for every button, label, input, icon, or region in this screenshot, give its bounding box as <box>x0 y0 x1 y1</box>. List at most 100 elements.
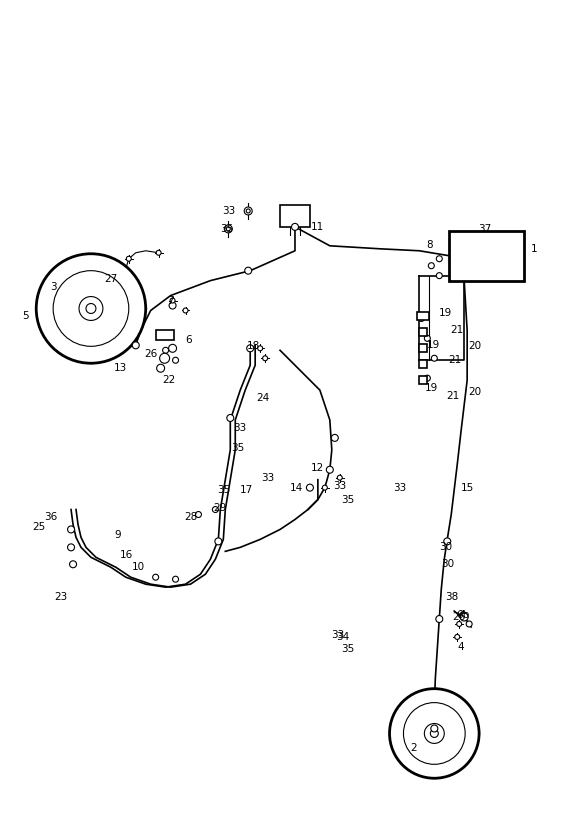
Text: 6b: 6b <box>456 610 470 620</box>
Circle shape <box>431 355 437 361</box>
Circle shape <box>419 316 424 321</box>
Text: 25: 25 <box>33 522 46 532</box>
Text: 35: 35 <box>220 224 233 234</box>
Circle shape <box>461 611 466 616</box>
FancyBboxPatch shape <box>419 344 427 353</box>
Circle shape <box>247 344 254 352</box>
Circle shape <box>53 270 129 346</box>
Circle shape <box>79 297 103 321</box>
Text: 2: 2 <box>410 743 417 753</box>
Circle shape <box>173 576 178 583</box>
Circle shape <box>424 375 430 382</box>
Circle shape <box>429 263 434 269</box>
Text: 35: 35 <box>341 644 354 654</box>
Circle shape <box>226 227 230 231</box>
Text: 22: 22 <box>162 375 175 385</box>
Circle shape <box>436 255 442 262</box>
Text: 7: 7 <box>167 296 174 306</box>
Circle shape <box>244 207 252 215</box>
Text: 18: 18 <box>247 341 260 351</box>
Circle shape <box>212 507 219 513</box>
Text: 33: 33 <box>234 423 247 433</box>
Circle shape <box>227 414 234 421</box>
Circle shape <box>195 512 202 517</box>
Circle shape <box>173 358 178 363</box>
Circle shape <box>424 335 430 341</box>
Text: 1: 1 <box>531 244 537 254</box>
Circle shape <box>258 346 262 351</box>
Text: 33: 33 <box>333 480 346 490</box>
Circle shape <box>168 344 177 353</box>
Circle shape <box>68 544 75 550</box>
Text: 21: 21 <box>447 391 460 401</box>
Circle shape <box>132 342 139 349</box>
Text: 33: 33 <box>331 630 345 640</box>
Text: 29: 29 <box>214 503 227 513</box>
Circle shape <box>183 308 188 313</box>
Text: 33: 33 <box>262 473 275 483</box>
Circle shape <box>224 225 232 233</box>
Text: 3: 3 <box>50 282 57 292</box>
Circle shape <box>431 725 438 732</box>
Text: 11: 11 <box>311 222 325 232</box>
Circle shape <box>68 526 75 533</box>
Text: 13: 13 <box>114 363 128 373</box>
Circle shape <box>466 621 472 627</box>
Text: 15: 15 <box>461 483 474 493</box>
Circle shape <box>36 254 146 363</box>
Circle shape <box>157 364 164 372</box>
Text: 20: 20 <box>469 387 482 397</box>
Text: 30: 30 <box>441 559 454 569</box>
Circle shape <box>156 250 161 255</box>
Text: 19: 19 <box>438 308 452 318</box>
Text: 27: 27 <box>104 274 118 283</box>
Circle shape <box>127 256 131 261</box>
FancyBboxPatch shape <box>156 330 174 340</box>
Circle shape <box>338 475 342 480</box>
Circle shape <box>292 223 298 231</box>
FancyBboxPatch shape <box>419 377 427 384</box>
Text: 14: 14 <box>289 483 303 493</box>
Text: 5: 5 <box>22 311 29 321</box>
Circle shape <box>460 613 468 621</box>
Circle shape <box>170 298 175 303</box>
Circle shape <box>163 347 168 353</box>
Circle shape <box>455 634 459 639</box>
Text: 12: 12 <box>311 463 325 473</box>
Circle shape <box>331 434 338 442</box>
Circle shape <box>326 466 333 473</box>
Text: 26: 26 <box>452 612 466 622</box>
Text: 20: 20 <box>469 341 482 351</box>
FancyBboxPatch shape <box>280 205 310 227</box>
Text: 38: 38 <box>445 592 459 602</box>
Circle shape <box>262 356 268 361</box>
Text: 35: 35 <box>217 485 230 494</box>
FancyBboxPatch shape <box>419 329 427 336</box>
Text: 33: 33 <box>393 483 406 493</box>
Text: 4: 4 <box>458 642 465 652</box>
Circle shape <box>215 538 222 545</box>
Text: 35: 35 <box>231 442 245 453</box>
Circle shape <box>444 538 451 545</box>
FancyBboxPatch shape <box>417 312 429 321</box>
Text: 21: 21 <box>448 355 462 365</box>
Circle shape <box>153 574 159 580</box>
Circle shape <box>389 689 479 778</box>
Text: 21: 21 <box>451 325 464 335</box>
Text: 16: 16 <box>120 550 134 560</box>
Text: 36: 36 <box>44 513 58 522</box>
Text: 10: 10 <box>132 562 145 572</box>
Text: 9: 9 <box>114 531 121 541</box>
Text: 37: 37 <box>479 224 491 234</box>
Circle shape <box>246 209 250 213</box>
Text: 34: 34 <box>336 632 349 642</box>
Text: 24: 24 <box>257 393 270 403</box>
Text: 19: 19 <box>427 340 440 350</box>
Circle shape <box>169 302 176 309</box>
Text: 8: 8 <box>426 240 433 250</box>
Circle shape <box>436 616 442 622</box>
Circle shape <box>403 703 465 765</box>
Circle shape <box>86 303 96 313</box>
Circle shape <box>322 485 327 490</box>
Text: 35: 35 <box>341 494 354 504</box>
